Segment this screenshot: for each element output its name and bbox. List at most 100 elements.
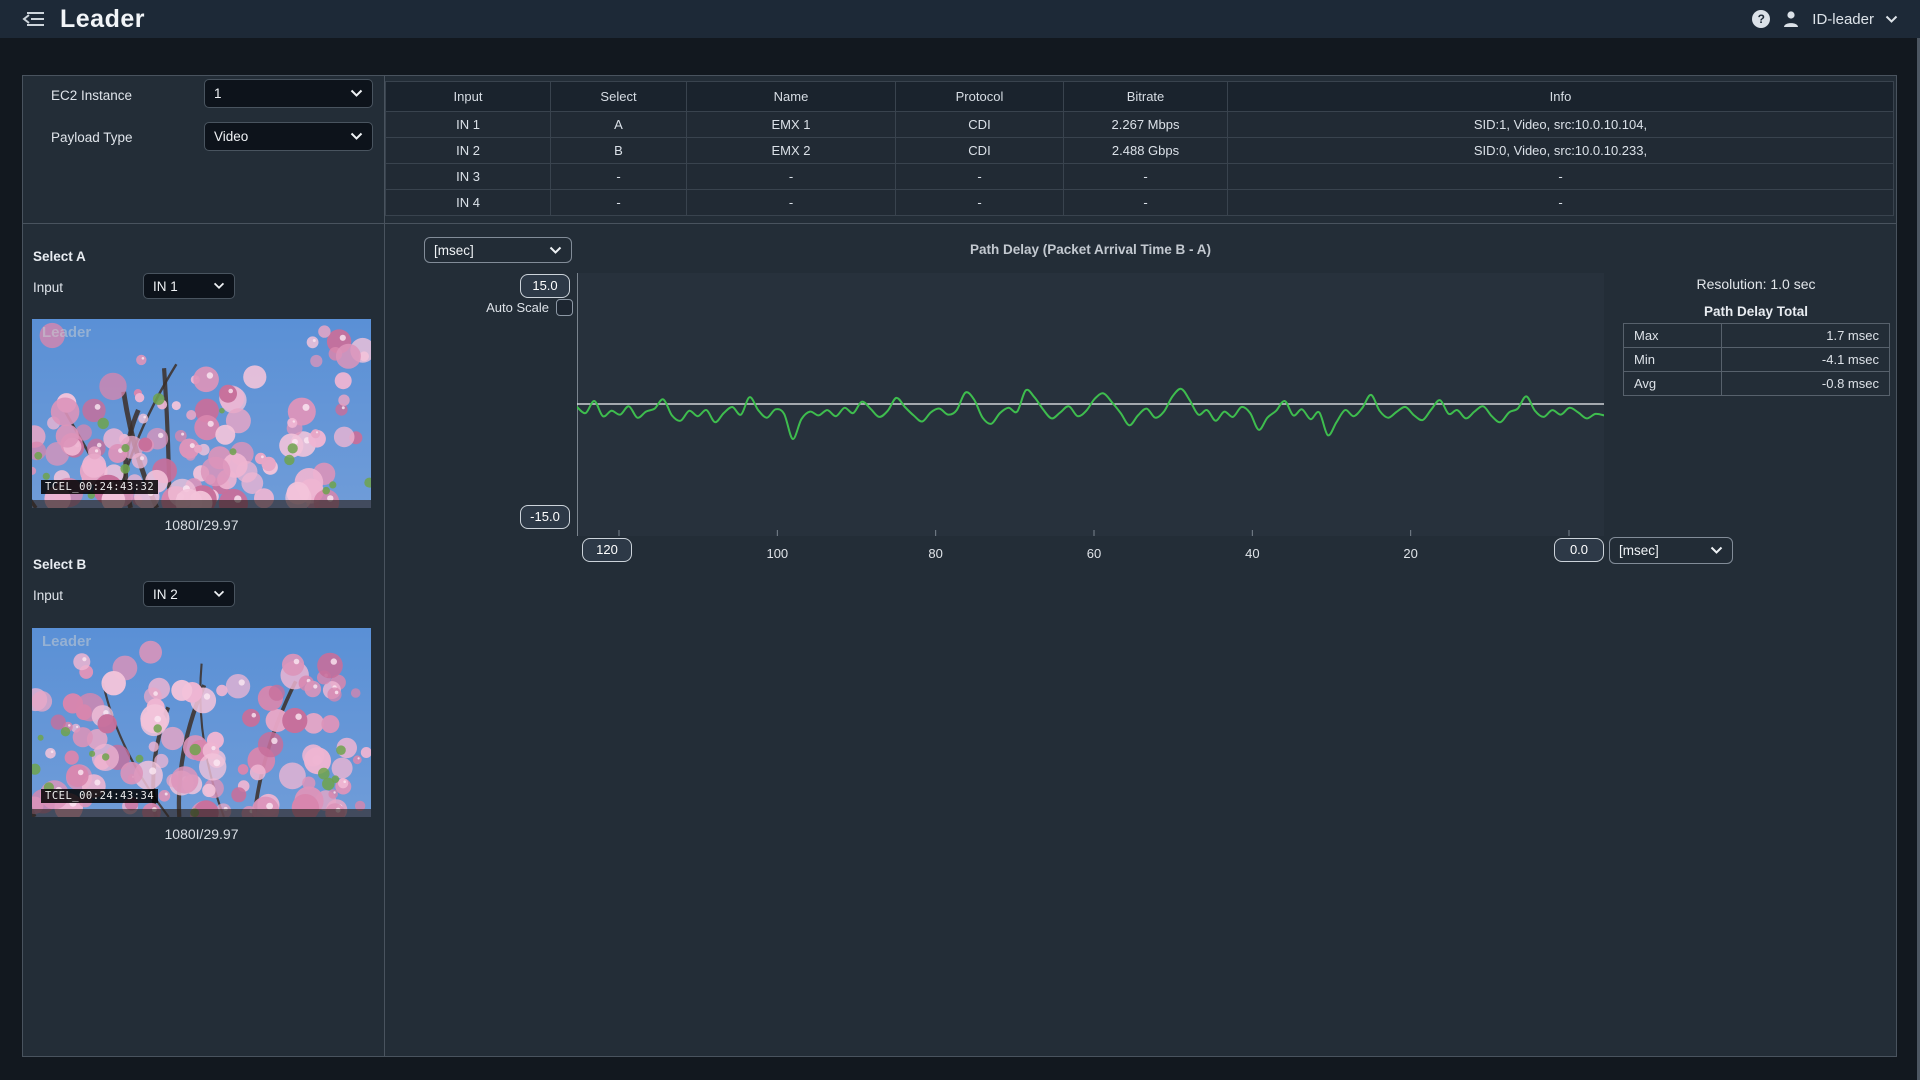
instance-controls: EC2 Instance 1 Payload Type Video xyxy=(23,76,384,223)
stat-avg-value: -0.8 msec xyxy=(1721,371,1890,396)
stats-row: Max 1.7 msec xyxy=(1622,323,1890,348)
format-caption-a: 1080I/29.97 xyxy=(164,517,239,533)
chevron-down-icon[interactable] xyxy=(1885,15,1898,24)
table-row[interactable]: IN 3----- xyxy=(385,163,1894,190)
help-glyph: ? xyxy=(1757,12,1765,26)
chart-title: Path Delay (Packet Arrival Time B - A) xyxy=(969,242,1212,257)
path-delay-section: [msec] Path Delay (Packet Arrival Time B… xyxy=(384,223,1898,1058)
video-preview-b: Leader TCEL_00:24:43:34 xyxy=(32,628,371,817)
table-cell: EMX 2 xyxy=(686,137,896,164)
resolution-text: Resolution: 1.0 sec xyxy=(1696,276,1816,292)
menu-collapse-icon[interactable] xyxy=(22,10,46,28)
select-b-input-select[interactable]: IN 2 xyxy=(143,581,235,607)
select-a-title: Select A xyxy=(33,249,86,264)
table-row[interactable]: IN 1 A EMX 1 CDI 2.267 Mbps SID:1, Video, src… xyxy=(385,111,1894,138)
table-cell: - xyxy=(1227,189,1894,216)
stat-min-value: -4.1 msec xyxy=(1721,347,1890,372)
table-row[interactable]: IN 4----- xyxy=(385,189,1894,216)
source-select-section: Select A Input IN 1 Leader TCEL_00:24:43… xyxy=(23,223,384,1058)
stat-avg-label: Avg xyxy=(1622,371,1723,396)
col-input: Input xyxy=(385,81,551,112)
blossom-image xyxy=(32,319,371,508)
table-header-row: Input Select Name Protocol Bitrate Info xyxy=(385,81,1894,112)
table-cell: - xyxy=(686,189,896,216)
x-unit-select[interactable]: [msec] xyxy=(1609,537,1733,564)
payload-type-label: Payload Type xyxy=(51,130,133,145)
timecode-overlay-b: TCEL_00:24:43:34 xyxy=(41,789,159,803)
input-table: Input Select Name Protocol Bitrate Info … xyxy=(385,81,1894,216)
table-cell: IN 2 xyxy=(385,137,551,164)
user-id[interactable]: ID-leader xyxy=(1812,10,1874,28)
select-a-input-label: Input xyxy=(33,280,64,295)
app-logo: Leader xyxy=(60,4,145,33)
select-b-input-label: Input xyxy=(33,588,64,603)
table-cell: SID:1, Video, src:10.0.10.104, xyxy=(1227,111,1894,138)
stats-row: Avg -0.8 msec xyxy=(1622,371,1890,396)
chevron-down-icon xyxy=(549,246,562,254)
auto-scale-checkbox[interactable] xyxy=(556,299,573,316)
table-cell: B xyxy=(550,137,687,164)
table-cell: IN 3 xyxy=(385,163,551,190)
topbar: Leader ? ID-leader xyxy=(0,0,1920,38)
chevron-down-icon xyxy=(213,590,225,598)
table-cell: - xyxy=(895,163,1064,190)
col-name: Name xyxy=(686,81,896,112)
vertical-divider xyxy=(384,76,385,1056)
table-cell: - xyxy=(550,163,687,190)
stat-max-value: 1.7 msec xyxy=(1721,323,1890,348)
table-cell: EMX 1 xyxy=(686,111,896,138)
input-table-body: IN 1 A EMX 1 CDI 2.267 Mbps SID:1, Video, src… xyxy=(385,111,1894,216)
timecode-overlay-a: TCEL_00:24:43:32 xyxy=(41,480,159,494)
table-cell: - xyxy=(1063,163,1228,190)
y-unit-value: [msec] xyxy=(434,242,474,258)
col-info: Info xyxy=(1227,81,1894,112)
main-panel: EC2 Instance 1 Payload Type Video Input … xyxy=(22,75,1897,1057)
auto-scale-label: Auto Scale xyxy=(486,300,549,315)
table-cell: - xyxy=(1227,163,1894,190)
chevron-down-icon xyxy=(1710,546,1723,554)
stats-table: Max 1.7 msec Min -4.1 msec Avg -0.8 msec xyxy=(1622,323,1890,396)
input-table-section: Input Select Name Protocol Bitrate Info … xyxy=(384,76,1898,223)
chevron-down-icon xyxy=(213,282,225,290)
table-cell: SID:0, Video, src:10.0.10.233, xyxy=(1227,137,1894,164)
payload-type-select[interactable]: Video xyxy=(204,122,373,151)
table-cell: CDI xyxy=(895,137,1064,164)
horizontal-divider xyxy=(23,223,1896,224)
select-b-input-value: IN 2 xyxy=(153,586,178,602)
ec2-instance-label: EC2 Instance xyxy=(51,88,133,103)
x-end-input[interactable]: 0.0 xyxy=(1554,538,1604,562)
stats-row: Min -4.1 msec xyxy=(1622,347,1890,372)
col-select: Select xyxy=(550,81,687,112)
stat-min-label: Min xyxy=(1622,347,1723,372)
y-min-input[interactable]: -15.0 xyxy=(520,505,570,529)
select-a-input-select[interactable]: IN 1 xyxy=(143,273,235,299)
x-tick-label: 20 xyxy=(1403,546,1418,561)
table-cell: IN 4 xyxy=(385,189,551,216)
blossom-image xyxy=(32,628,371,817)
user-icon[interactable] xyxy=(1781,9,1801,29)
table-cell: IN 1 xyxy=(385,111,551,138)
stat-max-label: Max xyxy=(1622,323,1723,348)
table-cell: 2.488 Gbps xyxy=(1063,137,1228,164)
table-cell: CDI xyxy=(895,111,1064,138)
ec2-instance-value: 1 xyxy=(214,86,222,101)
chevron-down-icon xyxy=(350,89,363,97)
x-tick-label: 100 xyxy=(766,546,789,561)
x-unit-value: [msec] xyxy=(1619,543,1659,558)
y-max-input[interactable]: 15.0 xyxy=(520,274,570,298)
path-delay-plot xyxy=(576,273,1605,536)
leader-watermark: Leader xyxy=(42,633,92,650)
x-start-input[interactable]: 120 xyxy=(582,538,632,562)
table-cell: A xyxy=(550,111,687,138)
help-icon[interactable]: ? xyxy=(1752,10,1771,28)
scrollbar-track[interactable] xyxy=(1917,38,1920,1080)
table-cell: 2.267 Mbps xyxy=(1063,111,1228,138)
y-unit-select[interactable]: [msec] xyxy=(424,237,572,263)
table-cell: - xyxy=(895,189,1064,216)
x-tick-label: 60 xyxy=(1086,546,1102,561)
stats-title: Path Delay Total xyxy=(1703,304,1809,319)
ec2-instance-select[interactable]: 1 xyxy=(204,79,373,108)
table-cell: - xyxy=(550,189,687,216)
table-row[interactable]: IN 2 B EMX 2 CDI 2.488 Gbps SID:0, Video, src… xyxy=(385,137,1894,164)
leader-watermark: Leader xyxy=(42,324,92,341)
